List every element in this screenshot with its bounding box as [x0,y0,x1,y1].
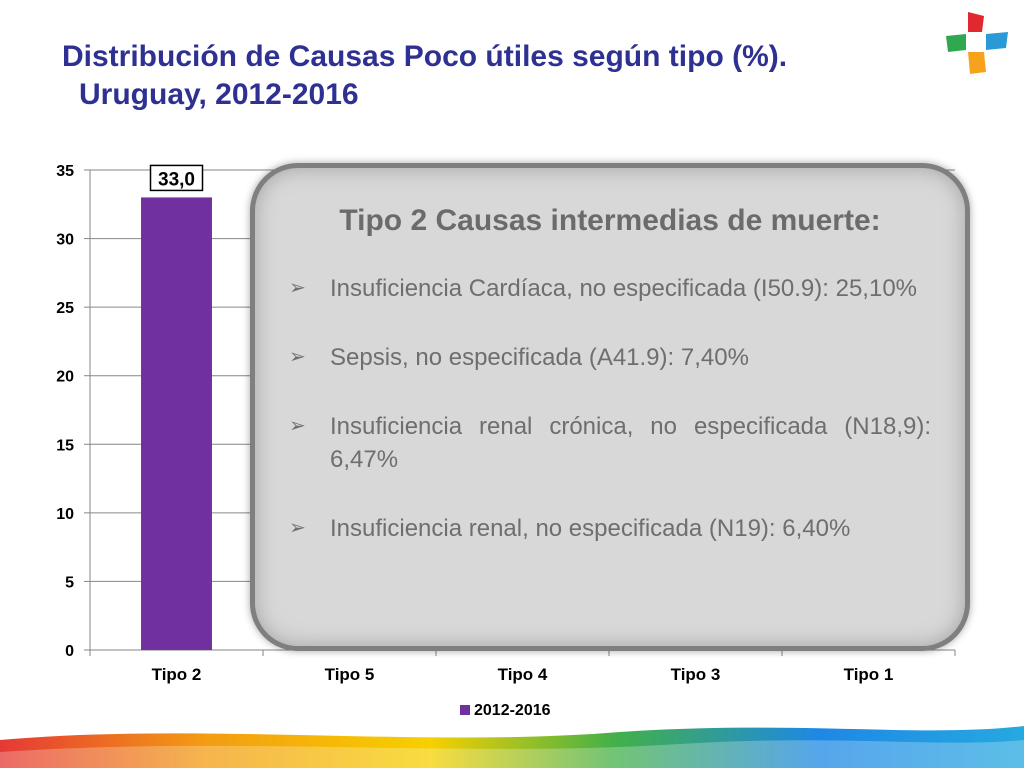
data-label-text: 33,0 [158,169,195,190]
decorative-bottom-band [0,726,1024,768]
x-tick-label: Tipo 1 [844,665,894,684]
list-item-text: Sepsis, no especificada (A41.9): 7,40% [330,344,749,371]
data-label: 33,0 [149,164,204,192]
y-tick-label: 25 [56,300,74,317]
title-line-1: Distribución de Causas Poco útiles según… [62,40,788,73]
legend: 2012-2016 [460,702,551,719]
plus-cross-logo-icon [946,12,1008,74]
slide-title: Distribución de Causas Poco útiles según… [62,38,922,114]
x-tick-label: Tipo 3 [671,665,721,684]
bar [141,197,212,650]
y-tick-label: 10 [56,506,74,523]
list-item-text: Insuficiencia renal, no especificada (N1… [330,515,851,542]
legend-label: 2012-2016 [474,702,551,719]
y-tick-label: 20 [56,369,74,386]
list-item: ➢ Insuficiencia renal crónica, no especif… [285,410,931,476]
y-tick-label: 30 [56,232,74,249]
x-tick-label: Tipo 4 [498,665,548,684]
callout-title: Tipo 2 Causas intermedias de muerte: [339,204,881,237]
list-item: ➢ Insuficiencia renal, no especificada (N… [285,512,931,545]
callout-box: Tipo 2 Causas intermedias de muerte: ➢ In… [250,163,970,651]
list-item: ➢ Insuficiencia Cardíaca, no especificada… [285,272,931,305]
y-tick-labels: 0 5 10 15 20 25 30 35 [56,163,74,660]
list-item-text: Insuficiencia renal crónica, no especifi… [330,413,931,473]
data-label-box [149,164,204,192]
y-tick-label: 5 [65,574,74,591]
arrow-bullet-icon: ➢ [289,277,306,299]
x-tick-label: Tipo 2 [152,665,202,684]
list-item: ➢ Sepsis, no especificada (A41.9): 7,40% [285,341,931,374]
list-item-text: Insuficiencia Cardíaca, no especificada … [330,275,918,302]
legend-swatch [460,705,470,715]
arrow-bullet-icon: ➢ [289,517,306,539]
arrow-bullet-icon: ➢ [289,346,306,368]
x-tick-label: Tipo 5 [325,665,375,684]
x-tick-labels: Tipo 2 Tipo 5 Tipo 4 Tipo 3 Tipo 1 [152,665,894,684]
bars [141,197,212,650]
arrow-bullet-icon: ➢ [289,415,306,437]
callout-list: ➢ Insuficiencia Cardíaca, no especificada… [285,272,931,581]
y-tick-label: 15 [56,437,74,454]
y-tick-label: 35 [56,163,74,180]
title-line-2: Uruguay, 2012-2016 [79,78,359,111]
data-labels: 33,0 [149,164,204,192]
y-tick-label: 0 [65,643,74,660]
